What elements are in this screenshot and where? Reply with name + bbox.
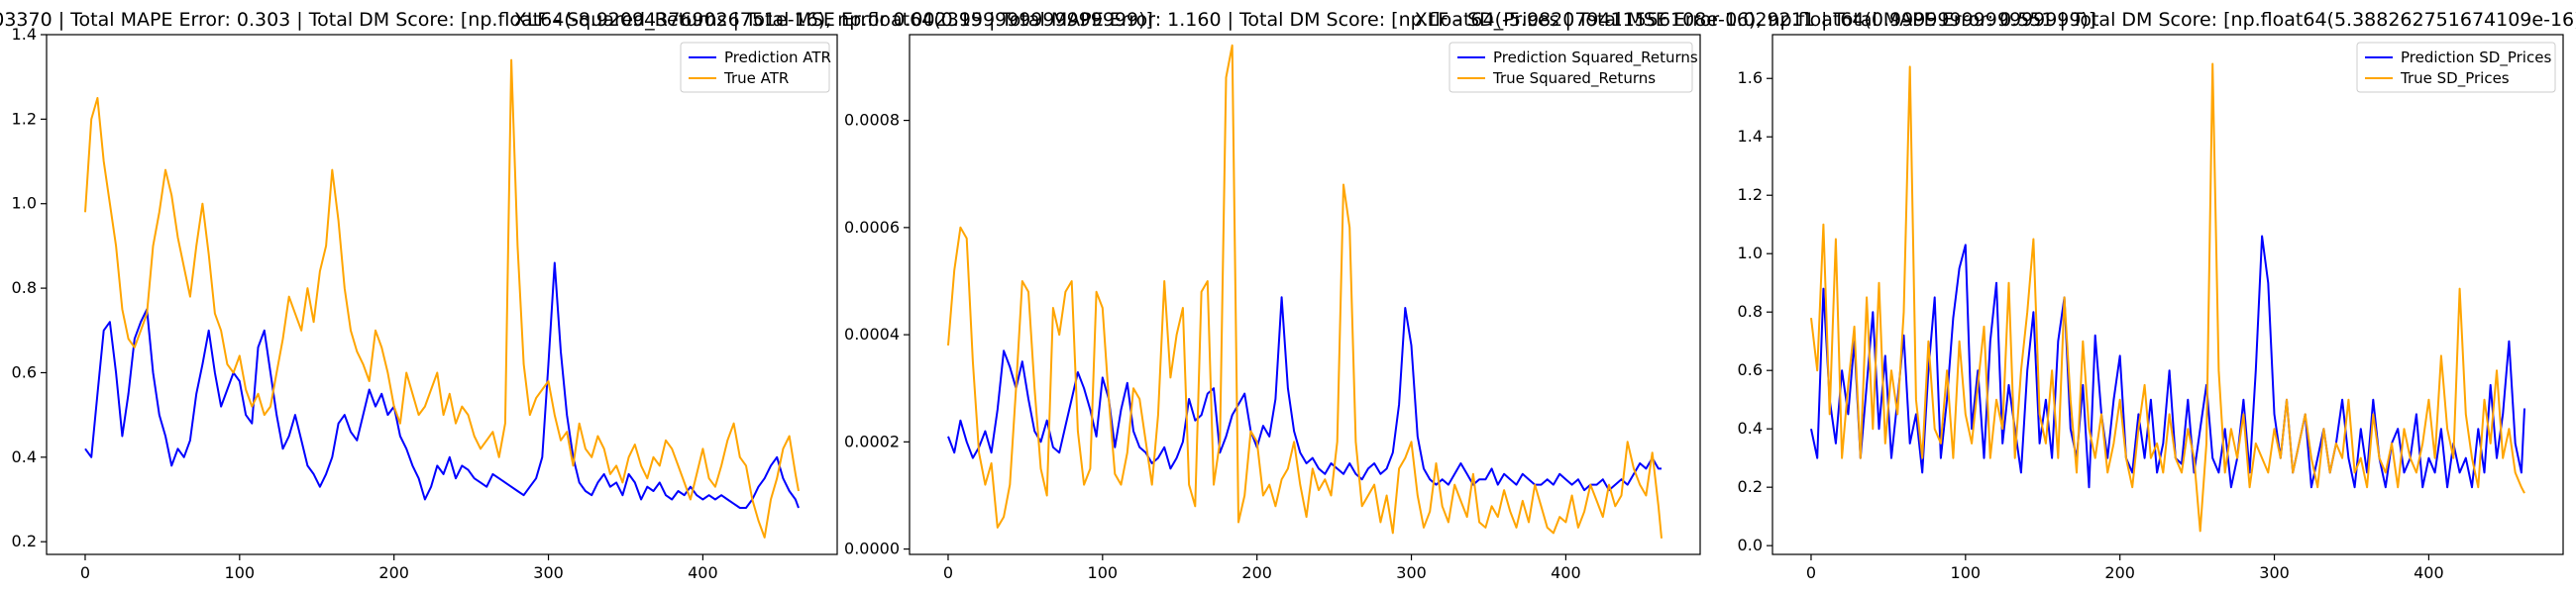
y-tick-label: 1.2 (1738, 185, 1763, 204)
y-tick-label: 0.8 (12, 278, 37, 297)
x-tick-label: 400 (1551, 563, 1581, 582)
legend-entry: True SD_Prices (2400, 69, 2510, 88)
y-tick-label: 1.4 (12, 25, 37, 44)
series-line-prediction (84, 261, 800, 509)
y-tick-label: 1.2 (12, 109, 37, 128)
y-tick-label: 0.2 (12, 532, 37, 550)
y-tick-label: 0.0002 (844, 432, 900, 450)
y-tick-label: 0.0004 (844, 325, 900, 344)
series-line-prediction (947, 296, 1662, 492)
y-tick-label: 0.0008 (844, 111, 900, 130)
y-tick-label: 1.0 (1738, 244, 1763, 262)
x-tick-label: 200 (378, 563, 409, 582)
chart-panel-3: 0 100 200 300 400 0.0 0.2 0.4 0.6 0.8 1.0 1.2 1.4 1.6… (1738, 34, 2564, 582)
y-tick-label: 0.0006 (844, 218, 900, 237)
legend-entry: True Squared_Returns (1492, 69, 1656, 88)
x-tick-label: 0 (1806, 563, 1816, 582)
y-tick-label: 0.4 (12, 447, 37, 466)
x-tick-label: 400 (688, 563, 718, 582)
legend-box (680, 42, 830, 93)
legend-box (1449, 42, 1693, 93)
x-tick-label: 300 (2259, 563, 2290, 582)
chart-panel-2: 0 100 200 300 400 0.0000 0.0002 0.0004 0.0006 0.0… (844, 34, 1701, 582)
y-tick-label: 0.0 (1738, 536, 1763, 554)
legend-entry: True ATR (723, 69, 789, 87)
y-tick-label: 1.6 (1738, 68, 1763, 87)
y-tick-label: 1.0 (12, 194, 37, 213)
y-tick-label: 0.6 (1738, 360, 1763, 379)
legend-entry: Prediction SD_Prices (2401, 49, 2551, 67)
chart-title-2: XLF - Squared_Returns | Total MSE Error … (514, 9, 2096, 31)
legend-entry: Prediction ATR (724, 49, 831, 66)
series-line-prediction (1810, 235, 2525, 489)
x-tick-label: 100 (225, 563, 256, 582)
x-tick-label: 0 (943, 563, 953, 582)
series-line-true (947, 44, 1663, 539)
y-tick-label: 0.2 (1738, 477, 1763, 496)
x-tick-label: 400 (2414, 563, 2444, 582)
series-line-true (1810, 62, 2525, 533)
y-tick-label: 0.4 (1738, 419, 1763, 438)
x-tick-label: 0 (80, 563, 90, 582)
chart-title-3: XLF - SD_Prices | Total MSE Error 0.0292… (1415, 9, 2576, 31)
y-tick-label: 0.8 (1738, 302, 1763, 321)
axes-frame (909, 34, 1701, 555)
legend-box (2356, 42, 2556, 93)
x-tick-label: 300 (1396, 563, 1427, 582)
x-tick-label: 200 (1241, 563, 1272, 582)
axes-frame (46, 34, 838, 555)
series-line-true (84, 58, 800, 539)
legend-entry: Prediction Squared_Returns (1493, 49, 1698, 67)
axes-frame (1771, 34, 2564, 555)
x-tick-label: 100 (1088, 563, 1119, 582)
x-tick-label: 200 (2104, 563, 2135, 582)
x-tick-label: 300 (533, 563, 564, 582)
chart-title-1: F - ATR | Total MSE Error 0.003370 | Tot… (0, 9, 1153, 31)
y-tick-label: 0.6 (12, 362, 37, 381)
y-tick-label: 1.4 (1738, 127, 1763, 146)
chart-panel-1: 0 100 200 300 400 0.2 0.4 0.6 0.8 1.0 1.2 1.4 Predic… (12, 25, 838, 582)
x-tick-label: 100 (1951, 563, 1982, 582)
y-tick-label: 0.0000 (844, 540, 900, 558)
